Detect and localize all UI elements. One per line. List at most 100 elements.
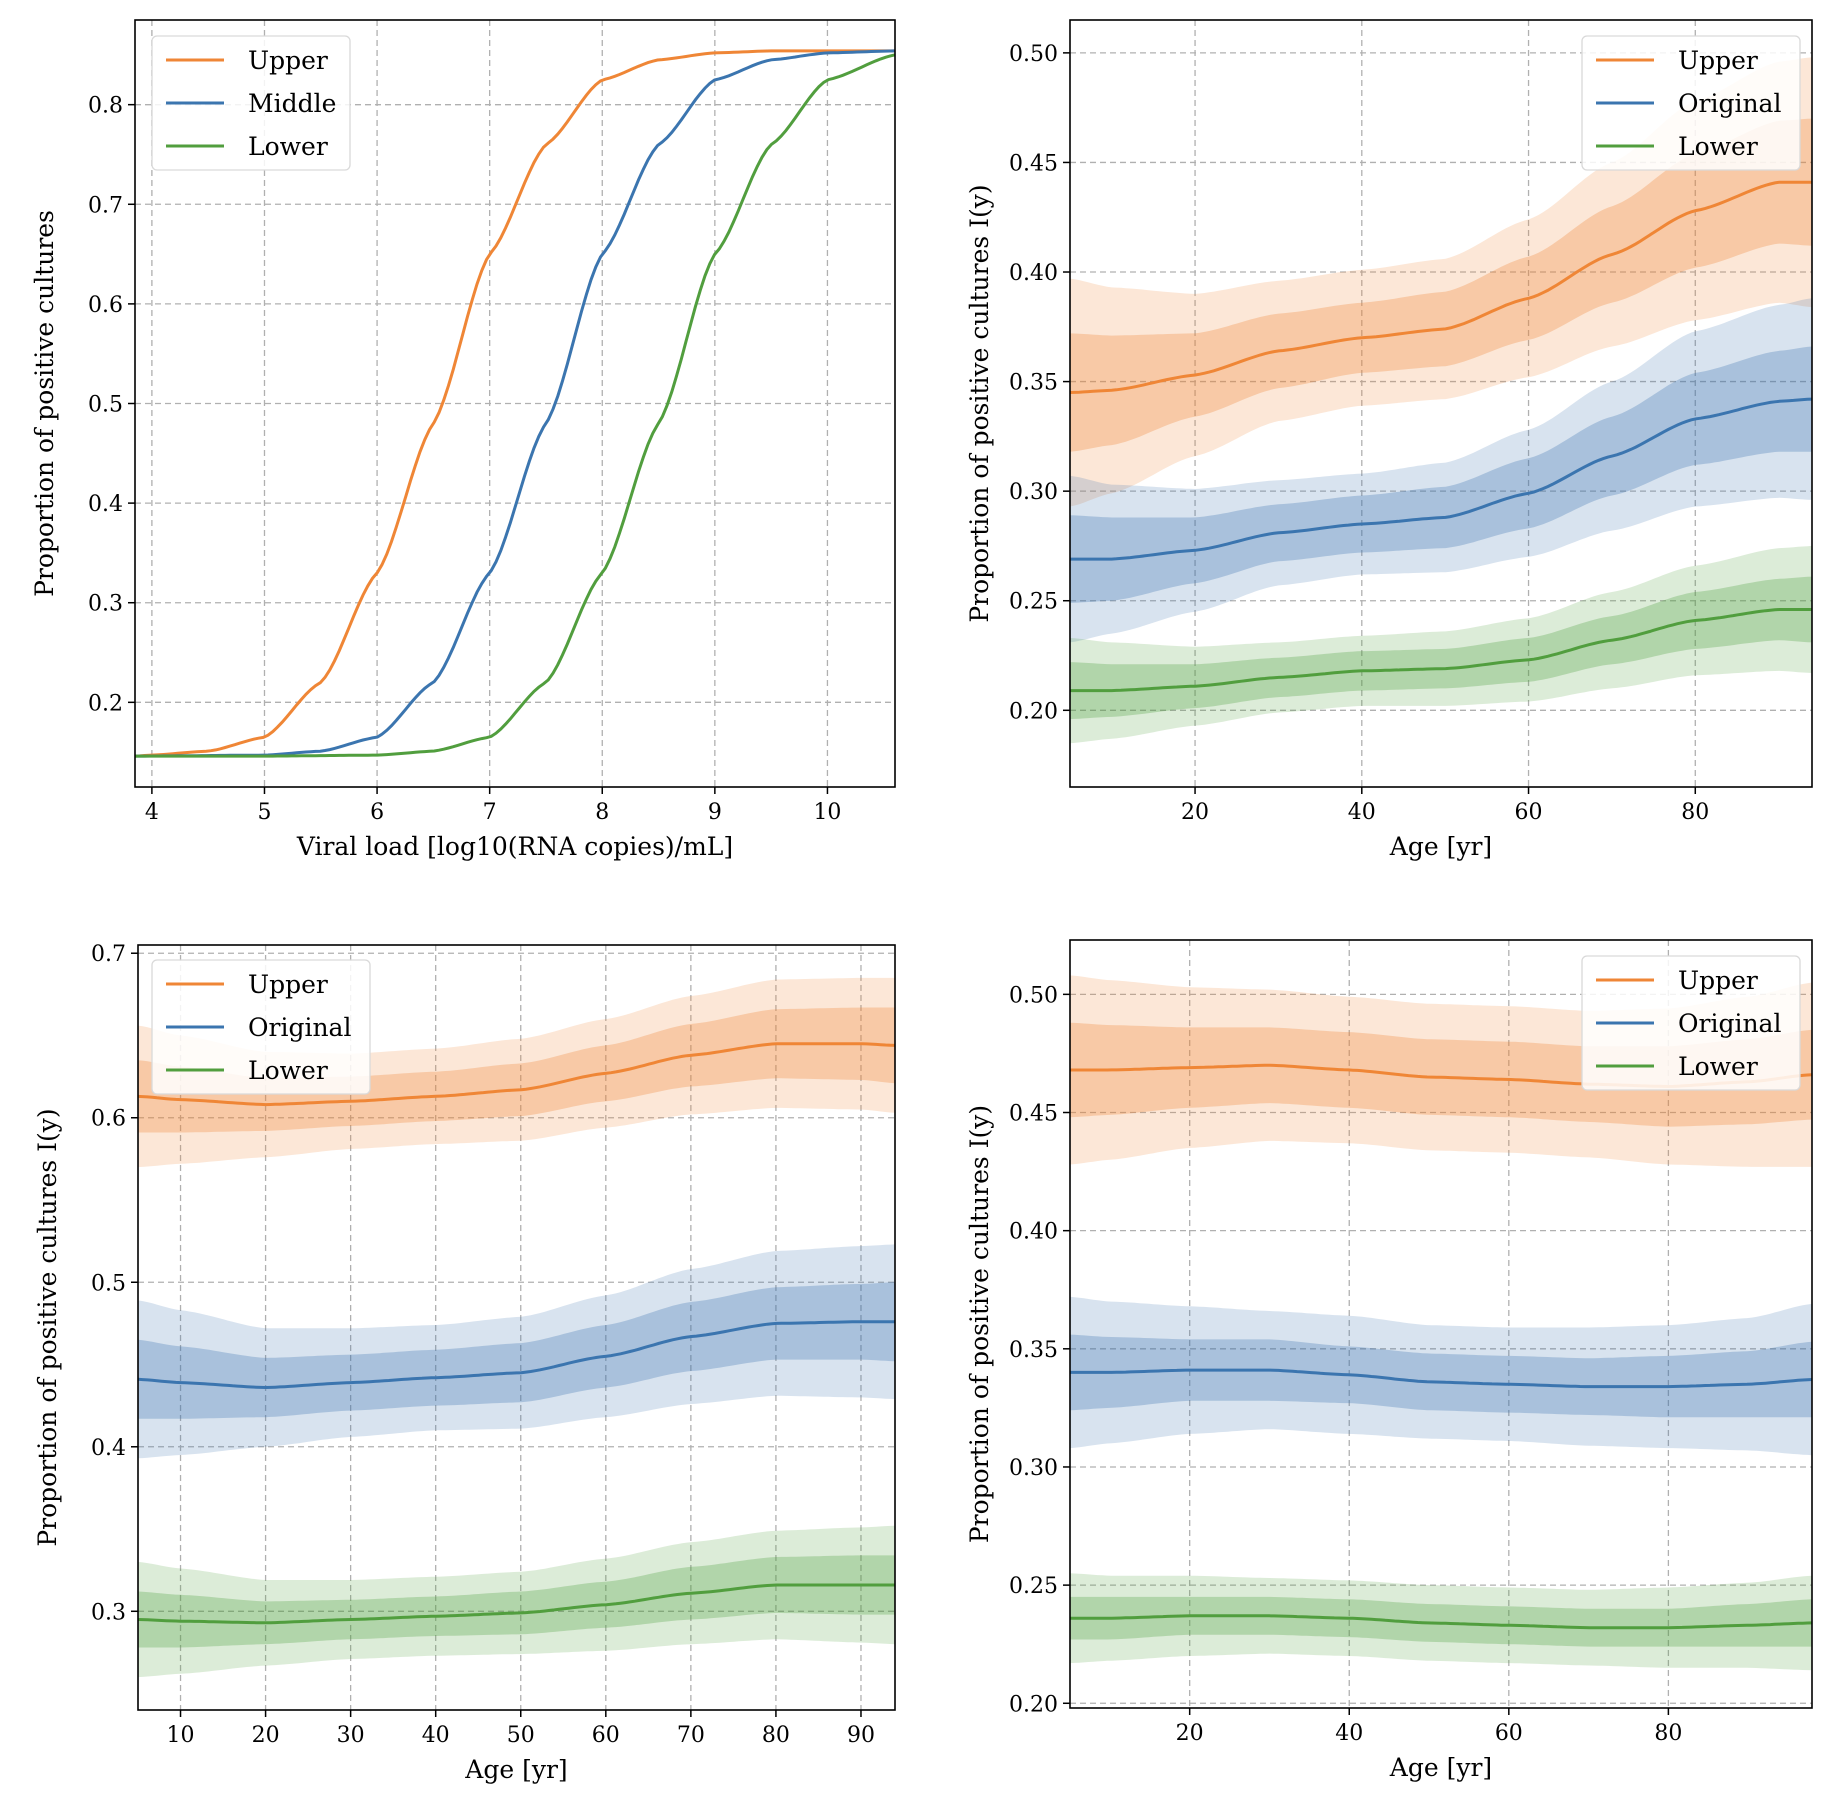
series-upper-line xyxy=(1070,180,1812,394)
legend-label-original: Original xyxy=(1678,1009,1781,1038)
y-tick-label: 0.4 xyxy=(91,1436,126,1461)
series-lower-line xyxy=(1070,608,1812,693)
y-axis-label: Proportion of positive cultures I(y) xyxy=(33,1108,62,1546)
y-tick-label: 0.50 xyxy=(1009,983,1058,1008)
x-tick-label: 8 xyxy=(595,800,609,825)
panel-d: 20 40 60 80 0.20 0.25 0.30 0.35 0.40 0.45 0.50 Age … xyxy=(965,939,1813,1782)
y-tick-label: 0.50 xyxy=(1009,42,1058,67)
series-lower-inner-band xyxy=(138,1555,895,1648)
y-tick-label: 0.8 xyxy=(88,94,123,119)
series-original-inner-band xyxy=(1070,1334,1812,1418)
plot-area xyxy=(135,49,895,758)
x-tick-label: 80 xyxy=(762,1723,790,1748)
legend: Upper Original Lower xyxy=(1581,35,1801,171)
grid xyxy=(1070,20,1812,787)
y-tick-label: 0.3 xyxy=(88,592,123,617)
series-lower-inner-band xyxy=(1070,576,1812,720)
x-tick-label: 4 xyxy=(145,800,159,825)
series-upper-outer-band xyxy=(138,977,895,1168)
x-tick-label: 5 xyxy=(257,800,271,825)
y-tick-label: 0.25 xyxy=(1009,1574,1058,1599)
y-tick-label: 0.40 xyxy=(1009,261,1058,286)
series-lower-outer-band xyxy=(1070,545,1812,744)
legend-label-original: Original xyxy=(1678,89,1781,118)
y-tick-label: 0.45 xyxy=(1009,1102,1058,1127)
series-original-outer-band xyxy=(138,1244,895,1459)
axes-frame xyxy=(1069,19,1813,788)
legend-label-upper: Upper xyxy=(1678,46,1758,75)
x-tick-label: 50 xyxy=(507,1723,535,1748)
legend-box xyxy=(151,35,351,171)
legend-box xyxy=(151,959,371,1095)
y-tick-label: 0.6 xyxy=(91,1107,126,1132)
legend-label-middle: Middle xyxy=(248,89,336,118)
x-tick-label: 6 xyxy=(370,800,384,825)
x-tick-label: 30 xyxy=(337,1723,365,1748)
legend-box xyxy=(1581,35,1801,171)
legend-label-upper: Upper xyxy=(1678,966,1758,995)
x-tick-label: 9 xyxy=(708,800,722,825)
y-tick-label: 0.35 xyxy=(1009,371,1058,396)
y-tick-label: 0.35 xyxy=(1009,1338,1058,1363)
y-tick-label: 0.7 xyxy=(91,942,126,967)
series-original-outer-band xyxy=(1070,1296,1812,1456)
y-axis-label: Proportion of positive cultures I(y) xyxy=(965,1105,994,1543)
series-original-line xyxy=(1070,397,1812,561)
series-upper-line xyxy=(138,1042,895,1107)
y-tick-label: 0.5 xyxy=(88,393,123,418)
y-tick-label: 0.20 xyxy=(1009,1692,1058,1717)
x-axis-label: Age [yr] xyxy=(464,1755,567,1784)
plot-area xyxy=(138,977,895,1678)
x-tick-label: 40 xyxy=(1348,800,1376,825)
series-lower-outer-band xyxy=(138,1525,895,1678)
legend: Upper Middle Lower xyxy=(151,35,351,171)
panel-a: 4 5 6 7 8 9 10 0.2 0.3 0.4 0.5 0.6 0.7 0.8 Viral load … xyxy=(30,19,896,861)
axes-frame xyxy=(137,944,896,1711)
grid xyxy=(1070,940,1812,1708)
series-lower-line xyxy=(135,53,895,758)
x-tick-label: 60 xyxy=(1495,1721,1523,1746)
y-tick-label: 0.40 xyxy=(1009,1220,1058,1245)
y-tick-label: 0.7 xyxy=(88,193,123,218)
x-axis-label: Viral load [log10(RNA copies)/mL] xyxy=(296,832,733,861)
x-tick-label: 7 xyxy=(483,800,497,825)
x-tick-label: 70 xyxy=(677,1723,705,1748)
legend: Upper Original Lower xyxy=(151,959,371,1095)
series-upper-inner-band xyxy=(1070,118,1812,452)
x-tick-label: 20 xyxy=(1181,800,1209,825)
x-tick-label: 80 xyxy=(1681,800,1709,825)
x-tick-label: 60 xyxy=(1515,800,1543,825)
series-original-line xyxy=(1070,1368,1812,1389)
x-tick-label: 20 xyxy=(1176,1721,1204,1746)
panel-b: 20 40 60 80 0.20 0.25 0.30 0.35 0.40 0.45 0.50 Age … xyxy=(965,19,1813,861)
x-tick-label: 10 xyxy=(813,800,841,825)
series-lower-line xyxy=(1070,1614,1812,1630)
y-tick-label: 0.45 xyxy=(1009,151,1058,176)
y-tick-label: 0.4 xyxy=(88,492,123,517)
grid xyxy=(138,945,895,1710)
legend: Upper Original Lower xyxy=(1581,955,1801,1091)
y-axis-label: Proportion of positive cultures xyxy=(30,210,59,597)
legend-label-lower: Lower xyxy=(1678,132,1758,161)
legend-label-lower: Lower xyxy=(1678,1052,1758,1081)
x-tick-label: 90 xyxy=(847,1723,875,1748)
x-tick-label: 60 xyxy=(592,1723,620,1748)
series-original-line xyxy=(138,1320,895,1390)
legend-label-upper: Upper xyxy=(248,970,328,999)
y-tick-label: 0.30 xyxy=(1009,480,1058,505)
y-tick-label: 0.5 xyxy=(91,1271,126,1296)
series-upper-line xyxy=(135,49,895,758)
legend-box xyxy=(1581,955,1801,1091)
y-tick-label: 0.3 xyxy=(91,1600,126,1625)
x-axis-label: Age [yr] xyxy=(1389,1753,1492,1782)
series-lower-line xyxy=(138,1583,895,1625)
x-tick-label: 40 xyxy=(422,1723,450,1748)
x-tick-label: 40 xyxy=(1335,1721,1363,1746)
y-tick-label: 0.20 xyxy=(1009,699,1058,724)
y-tick-label: 0.30 xyxy=(1009,1456,1058,1481)
y-axis-label: Proportion of positive cultures I(y) xyxy=(965,184,994,622)
x-tick-label: 10 xyxy=(167,1723,195,1748)
series-original-inner-band xyxy=(1070,346,1812,603)
panel-c: 10 20 30 40 50 60 70 80 90 0.3 0.4 0.5 0.6 0.7 Age [yr… xyxy=(33,942,896,1784)
